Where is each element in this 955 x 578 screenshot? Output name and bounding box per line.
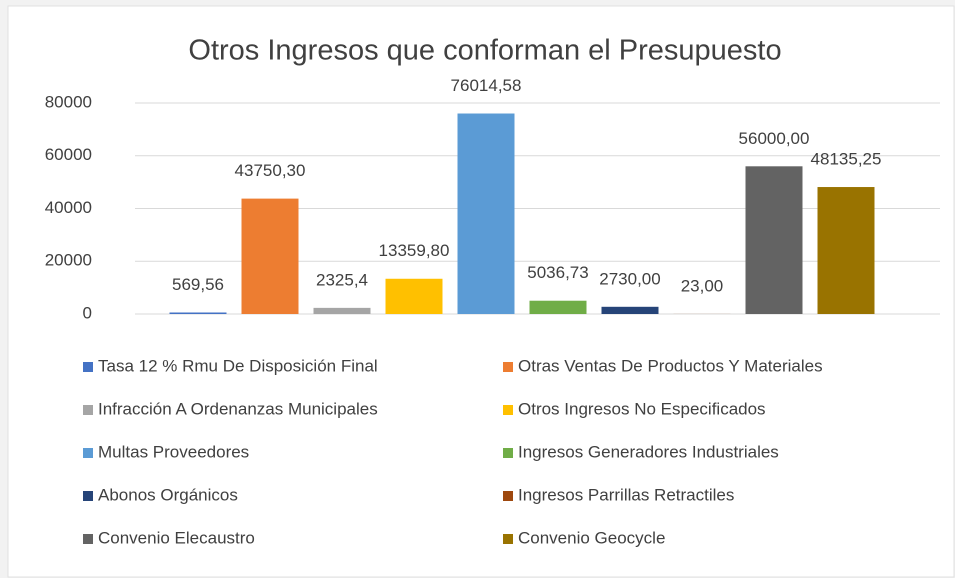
legend-label: Abonos Orgánicos — [98, 485, 238, 504]
bar — [241, 198, 299, 314]
chart-title: Otros Ingresos que conforman el Presupue… — [188, 35, 781, 67]
legend-label: Ingresos Parrillas Retractiles — [518, 485, 734, 504]
y-tick-label: 20000 — [45, 251, 92, 270]
legend-swatch — [83, 448, 93, 458]
legend-swatch — [83, 362, 93, 372]
legend-swatch — [503, 491, 513, 501]
legend-swatch — [503, 534, 513, 544]
legend-label: Convenio Elecaustro — [98, 528, 255, 547]
y-tick-label: 40000 — [45, 198, 92, 217]
y-tick-label: 0 — [83, 303, 92, 322]
data-label: 43750,30 — [235, 161, 306, 180]
data-label: 23,00 — [681, 276, 724, 295]
bar — [529, 300, 587, 314]
data-label: 2730,00 — [599, 269, 660, 288]
data-label: 56000,00 — [739, 129, 810, 148]
legend-swatch — [83, 491, 93, 501]
data-label: 569,56 — [172, 275, 224, 294]
bar — [385, 278, 443, 314]
legend-label: Otros Ingresos No Especificados — [518, 399, 766, 418]
bar — [169, 312, 227, 314]
legend-swatch — [83, 405, 93, 415]
data-label: 76014,58 — [451, 76, 522, 95]
y-tick-label: 60000 — [45, 145, 92, 164]
bar — [745, 166, 803, 314]
legend-swatch — [83, 534, 93, 544]
legend-swatch — [503, 405, 513, 415]
bar — [313, 307, 371, 314]
data-label: 48135,25 — [811, 150, 882, 169]
legend-label: Infracción A Ordenanzas Municipales — [98, 399, 378, 418]
data-label: 2325,4 — [316, 270, 368, 289]
legend-label: Ingresos Generadores Industriales — [518, 442, 779, 461]
bar — [457, 113, 515, 315]
bar — [817, 187, 875, 314]
legend-label: Otras Ventas De Productos Y Materiales — [518, 356, 823, 375]
data-label: 5036,73 — [527, 263, 588, 282]
y-tick-label: 80000 — [45, 92, 92, 111]
legend-label: Convenio Geocycle — [518, 528, 665, 547]
legend-swatch — [503, 448, 513, 458]
legend-label: Tasa 12 % Rmu De Disposición Final — [98, 356, 378, 375]
data-label: 13359,80 — [379, 241, 450, 260]
legend-label: Multas Proveedores — [98, 442, 249, 461]
bar — [601, 306, 659, 314]
legend-swatch — [503, 362, 513, 372]
